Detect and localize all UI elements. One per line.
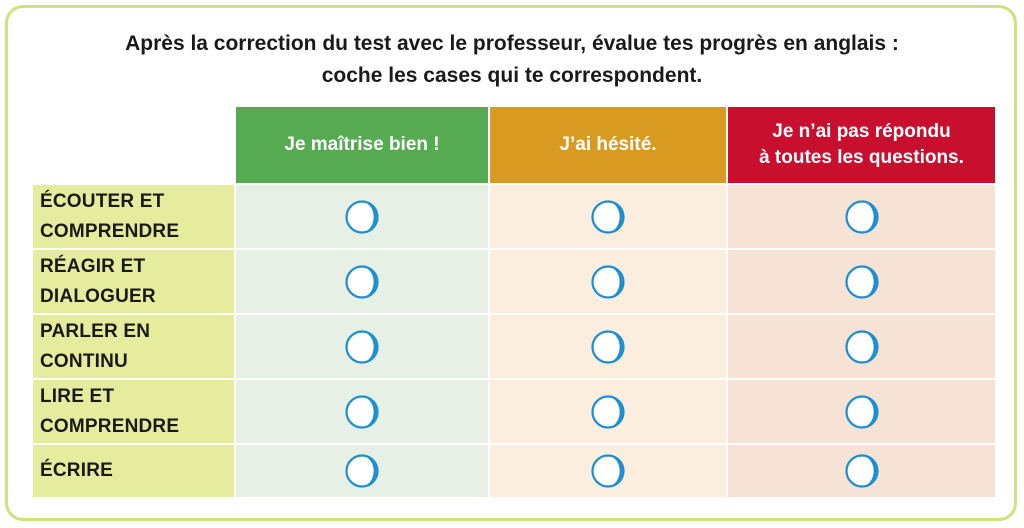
- cell-writing-hesitated: [490, 445, 726, 497]
- circle-checkbox-icon: [345, 454, 379, 488]
- row-label-reading-line-1: LIRE ET: [40, 385, 115, 407]
- cell-writing-mastered: [236, 445, 488, 497]
- checkbox-reading-not-answered[interactable]: [844, 394, 880, 430]
- row-label-interacting: RÉAGIR ET DIALOGUER: [33, 250, 234, 313]
- checkbox-speaking-hesitated[interactable]: [590, 329, 626, 365]
- row-label-interacting-line-2: DIALOGUER: [40, 285, 156, 307]
- column-header-not-answered: Je n’ai pas répondu à toutes les questio…: [728, 107, 995, 183]
- circle-checkbox-icon: [844, 454, 879, 488]
- cell-interacting-mastered: [236, 250, 488, 313]
- circle-checkbox-icon: [844, 394, 879, 429]
- circle-checkbox-icon: [591, 264, 625, 299]
- circle-checkbox-icon: [844, 329, 879, 364]
- cell-speaking-not-answered: [728, 315, 995, 378]
- checkbox-writing-not-answered[interactable]: [844, 453, 880, 489]
- cell-interacting-not-answered: [728, 250, 995, 313]
- column-header-not-answered-line-1: Je n’ai pas répondu: [772, 121, 951, 142]
- row-label-reading: LIRE ET COMPRENDRE: [33, 380, 234, 443]
- circle-checkbox-icon: [591, 454, 625, 488]
- circle-checkbox-icon: [345, 329, 379, 364]
- circle-checkbox-icon: [345, 199, 379, 234]
- row-label-listening: ÉCOUTER ET COMPRENDRE: [33, 185, 234, 248]
- column-header-mastered-line-1: Je maîtrise bien !: [284, 134, 440, 155]
- circle-checkbox-icon: [591, 329, 625, 364]
- cell-reading-hesitated: [490, 380, 726, 443]
- checkbox-interacting-mastered[interactable]: [344, 264, 380, 300]
- checkbox-speaking-not-answered[interactable]: [844, 329, 880, 365]
- checkbox-listening-hesitated[interactable]: [590, 199, 626, 235]
- cell-reading-mastered: [236, 380, 488, 443]
- checkbox-writing-hesitated[interactable]: [590, 453, 626, 489]
- cell-writing-not-answered: [728, 445, 995, 497]
- instructions-line-1: Après la correction du test avec le prof…: [125, 32, 899, 55]
- circle-checkbox-icon: [844, 199, 879, 234]
- row-label-listening-line-1: ÉCOUTER ET: [40, 190, 165, 212]
- checkbox-listening-not-answered[interactable]: [844, 199, 880, 235]
- checkbox-speaking-mastered[interactable]: [344, 329, 380, 365]
- row-label-interacting-line-1: RÉAGIR ET: [40, 255, 146, 277]
- checkbox-writing-mastered[interactable]: [344, 453, 380, 489]
- row-label-listening-line-2: COMPRENDRE: [40, 220, 180, 242]
- cell-listening-mastered: [236, 185, 488, 248]
- column-header-mastered: Je maîtrise bien !: [236, 107, 488, 183]
- row-label-speaking: PARLER EN CONTINU: [33, 315, 234, 378]
- cell-interacting-hesitated: [490, 250, 726, 313]
- circle-checkbox-icon: [591, 394, 625, 429]
- circle-checkbox-icon: [345, 394, 379, 429]
- column-header-hesitated-line-1: J’ai hésité.: [559, 134, 657, 155]
- checkbox-reading-hesitated[interactable]: [590, 394, 626, 430]
- row-label-speaking-line-2: CONTINU: [40, 350, 128, 372]
- cell-listening-hesitated: [490, 185, 726, 248]
- row-label-speaking-line-1: PARLER EN: [40, 320, 151, 342]
- row-label-writing-line-1: ÉCRIRE: [40, 460, 113, 481]
- checkbox-interacting-hesitated[interactable]: [590, 264, 626, 300]
- circle-checkbox-icon: [591, 199, 625, 234]
- cell-listening-not-answered: [728, 185, 995, 248]
- column-header-hesitated: J’ai hésité.: [490, 107, 726, 183]
- checkbox-reading-mastered[interactable]: [344, 394, 380, 430]
- cell-speaking-hesitated: [490, 315, 726, 378]
- row-label-writing: ÉCRIRE: [33, 445, 234, 497]
- checkbox-interacting-not-answered[interactable]: [844, 264, 880, 300]
- row-label-reading-line-2: COMPRENDRE: [40, 415, 180, 437]
- checkbox-listening-mastered[interactable]: [344, 199, 380, 235]
- circle-checkbox-icon: [844, 264, 879, 299]
- instructions-line-2: coche les cases qui te correspondent.: [321, 64, 703, 87]
- cell-reading-not-answered: [728, 380, 995, 443]
- circle-checkbox-icon: [345, 264, 379, 299]
- column-header-not-answered-line-2: à toutes les questions.: [759, 147, 964, 168]
- cell-speaking-mastered: [236, 315, 488, 378]
- instructions: Après la correction du test avec le prof…: [0, 28, 1024, 92]
